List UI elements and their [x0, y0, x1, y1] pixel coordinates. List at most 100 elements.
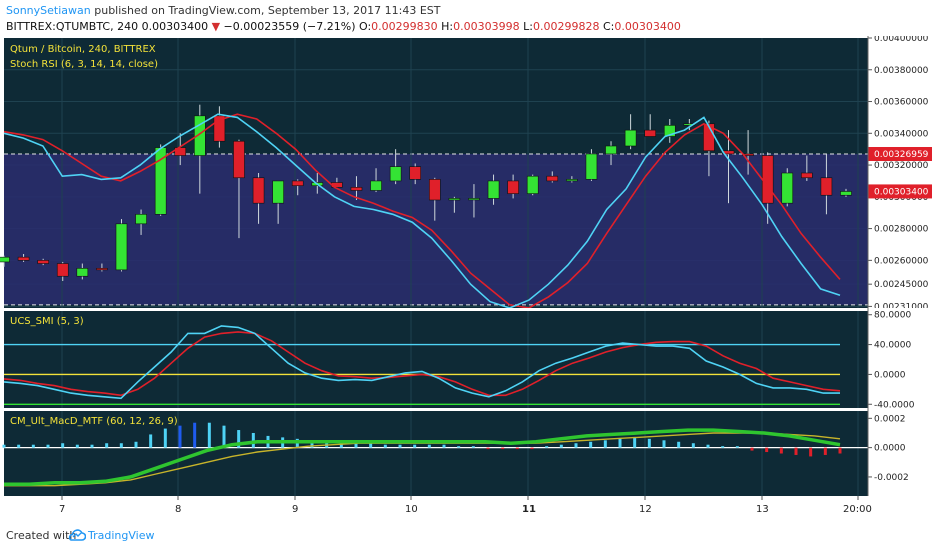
candle: [448, 196, 461, 213]
macd-histogram-bar: [574, 443, 578, 448]
macd-histogram-bar: [207, 422, 211, 448]
candle: [840, 188, 852, 197]
price-axis-label: 0.00400000: [874, 36, 929, 44]
candle: [644, 114, 656, 137]
candle-body: [76, 267, 89, 277]
candle-body: [487, 180, 500, 199]
candle-body: [644, 129, 656, 137]
open-label: O:: [359, 20, 372, 33]
publication-line: SonnySetiawan published on TradingView.c…: [6, 4, 441, 17]
candle: [96, 263, 108, 272]
macd-histogram-bar: [457, 446, 461, 448]
macd-histogram-bar: [354, 443, 358, 448]
macd-histogram-bar: [222, 425, 226, 448]
candle-body: [428, 179, 441, 201]
candle: [154, 144, 167, 216]
candle: [272, 180, 284, 224]
candle-body: [56, 263, 69, 277]
pane-1-axis-background: [868, 38, 932, 308]
candle: [76, 263, 89, 280]
low-value: 0.00299828: [532, 20, 600, 33]
price-tag: [868, 184, 932, 199]
price-tag: [868, 147, 932, 162]
macd-histogram-bar: [501, 447, 505, 450]
macd-histogram-bar: [61, 443, 65, 448]
candle-body: [252, 177, 265, 204]
macd-histogram-bar: [46, 444, 50, 448]
smi-pane-title: UCS_SMI (5, 3): [10, 316, 84, 327]
candle-body: [507, 180, 519, 194]
pane-3-background: [4, 411, 868, 496]
macd-histogram-bar: [237, 430, 241, 448]
macd-histogram-bar: [105, 443, 109, 448]
candle: [507, 174, 519, 199]
price-axis-label: 0.00231000: [874, 302, 929, 312]
macd-histogram-bar: [794, 447, 798, 455]
candle-body: [605, 145, 617, 155]
candle-body: [389, 166, 402, 182]
candle: [566, 176, 578, 183]
candle: [115, 219, 128, 272]
price-axis-label: 0.00245000: [874, 280, 929, 290]
candle: [801, 155, 813, 181]
candle-body: [448, 198, 461, 201]
candle: [526, 174, 539, 196]
macd-pane-title: CM_Ult_MacD_MTF (60, 12, 26, 9): [10, 416, 178, 427]
candle-body: [0, 256, 10, 263]
price-tag-label: 0.00326959: [874, 150, 929, 160]
close-label: C:: [602, 20, 615, 33]
macd-histogram-bar: [486, 447, 490, 450]
macd-histogram-bar: [251, 432, 255, 448]
candle-body: [291, 180, 304, 187]
macd-histogram-bar: [119, 443, 123, 448]
stoch-rsi-title: Stoch RSI (6, 3, 14, 14, close): [10, 59, 158, 70]
header: SonnySetiawan published on TradingView.c…: [0, 0, 932, 36]
price-pane-title: Qtum / Bitcoin, 240, BITTREX: [10, 44, 156, 55]
quote-line: BITTREX:QTUMBTC, 240 0.00303400 ▼ −0.000…: [6, 20, 681, 33]
macd-histogram-bar: [823, 447, 827, 455]
macd-histogram-bar: [677, 441, 681, 448]
candle: [585, 149, 598, 181]
macd-axis-label: 0.0002: [874, 414, 906, 424]
macd-histogram-bar: [398, 444, 402, 448]
macd-histogram-bar: [691, 443, 695, 448]
macd-histogram-bar: [515, 447, 519, 450]
smi-main-line: [3, 325, 840, 400]
candle: [605, 141, 617, 166]
change-arrow-icon: ▼: [211, 20, 221, 33]
candle: [663, 119, 676, 143]
candle: [291, 179, 304, 196]
high-value: 0.00303998: [453, 20, 520, 33]
chart-area[interactable]: Qtum / Bitcoin, 240, BITTREX Stoch RSI (6…: [0, 34, 932, 524]
macd-histogram-bar: [545, 446, 549, 448]
candle: [409, 163, 422, 185]
published-text: published on TradingView.com, September …: [94, 4, 441, 17]
macd-histogram-bar: [134, 441, 138, 448]
macd-histogram-bar: [735, 446, 739, 448]
candle-body: [820, 177, 833, 196]
candle: [624, 114, 637, 150]
macd-histogram-bar: [603, 440, 607, 448]
time-axis-label: 7: [59, 504, 65, 515]
macd-histogram-bar: [383, 444, 387, 448]
candle: [389, 149, 402, 185]
high-label: H:: [441, 20, 454, 33]
macd-histogram-bar: [31, 444, 35, 448]
price-axis-label: 0.00260000: [874, 256, 929, 266]
author-link[interactable]: SonnySetiawan: [6, 4, 91, 17]
candle: [135, 209, 147, 235]
candle-body: [546, 175, 559, 182]
macd-histogram-bar: [765, 447, 769, 453]
candle-body: [96, 267, 108, 271]
smi-axis-label: 80.0000: [874, 311, 911, 321]
macd-histogram-bar: [471, 446, 475, 448]
candle-body: [566, 179, 578, 182]
chart-svg[interactable]: Qtum / Bitcoin, 240, BITTREX Stoch RSI (6…: [0, 34, 932, 520]
macd-histogram-bar: [17, 444, 21, 448]
candle: [350, 176, 363, 200]
symbol-label: BITTREX:QTUMBTC, 240: [6, 20, 139, 33]
pane-2-background: [4, 311, 868, 408]
candle-body: [350, 186, 363, 191]
tradingview-brand-link[interactable]: TradingView: [88, 529, 155, 542]
macd-histogram-bar: [149, 434, 153, 448]
